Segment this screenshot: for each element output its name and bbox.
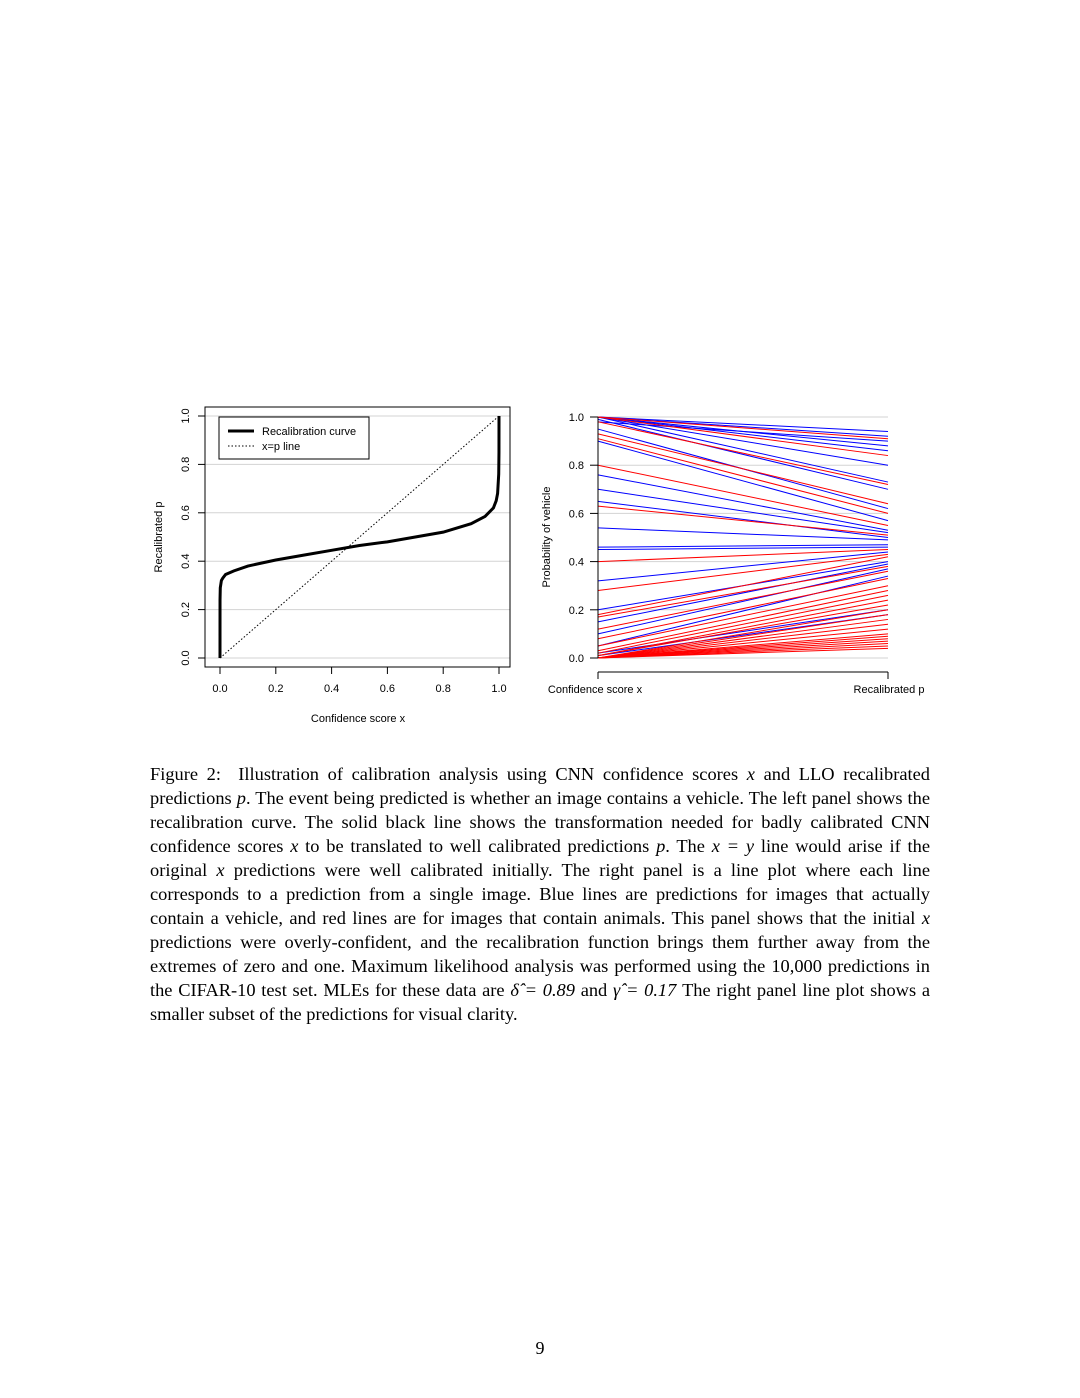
right-x-label-confidence: Confidence score x	[548, 684, 643, 696]
caption-label: Figure 2:	[150, 764, 221, 784]
left-plot-frame	[204, 406, 511, 668]
prediction-line	[597, 416, 889, 457]
prediction-line	[597, 623, 889, 659]
right-y-tick-label: 0.0	[569, 653, 584, 665]
prediction-line	[597, 488, 889, 534]
prediction-line	[597, 438, 889, 514]
left-y-axis-label: Recalibrated p	[153, 502, 165, 573]
prediction-line	[597, 464, 889, 526]
left-x-tick-label: 0.4	[324, 683, 339, 695]
left-y-tick-label: 0.0	[180, 650, 192, 665]
prediction-line	[597, 416, 889, 483]
prediction-line	[597, 505, 889, 536]
legend-entry-recalibration: Recalibration curve	[262, 426, 356, 438]
right-y-tick-label: 0.4	[569, 557, 584, 569]
prediction-line	[597, 421, 889, 485]
left-x-tick-label: 0.8	[436, 683, 451, 695]
right-y-tick-label: 0.2	[569, 605, 584, 617]
left-y-tick-label: 0.4	[180, 554, 192, 569]
prediction-line	[597, 556, 889, 616]
prediction-line	[597, 647, 889, 659]
prediction-line	[597, 474, 889, 531]
left-y-tick-label: 0.8	[180, 457, 192, 472]
legend-box	[218, 416, 370, 460]
prediction-line	[597, 418, 889, 490]
prediction-line	[597, 599, 889, 657]
prediction-line	[597, 585, 889, 647]
left-x-tick-label: 1.0	[491, 683, 506, 695]
prediction-line	[597, 609, 889, 659]
prediction-line	[597, 549, 889, 563]
left-y-tick-label: 0.6	[180, 505, 192, 520]
prediction-line	[597, 553, 889, 592]
recalibration-curve-line	[218, 415, 501, 659]
left-grid	[205, 415, 510, 659]
prediction-line	[597, 421, 889, 442]
left-x-tick-label: 0.2	[268, 683, 283, 695]
prediction-line	[597, 527, 889, 541]
prediction-line	[597, 416, 889, 452]
left-x-axis: 0.0 0.2 0.4 0.6 0.8 1.0	[212, 667, 507, 695]
prediction-line	[597, 570, 889, 630]
right-y-axis: 0.0 0.2 0.4 0.6 0.8 1.0	[569, 412, 599, 665]
right-y-axis-label: Probability of vehicle	[541, 487, 553, 588]
prediction-line	[597, 544, 889, 548]
prediction-line	[597, 577, 889, 640]
right-y-tick-label: 0.6	[569, 508, 584, 520]
prediction-line	[597, 500, 889, 538]
prediction-line	[597, 568, 889, 635]
probability-line-plot: 0.0 0.2 0.4 0.6 0.8 1.0 Confidence score x Re…	[541, 412, 925, 696]
left-x-tick-label: 0.6	[380, 683, 395, 695]
left-y-axis: 0.0 0.2 0.4 0.6 0.8 1.0	[180, 408, 205, 666]
recalibration-curve-chart: 0.0 0.2 0.4 0.6 0.8 1.0 0.0 0.2 0.4 0.6 0.8 1.0 Co…	[153, 406, 511, 725]
prediction-line	[597, 604, 889, 657]
prediction-line	[597, 628, 889, 659]
legend-entry-identity: x=p line	[262, 441, 300, 453]
left-x-axis-label: Confidence score x	[311, 713, 406, 725]
prediction-line	[597, 594, 889, 654]
left-x-tick-label: 0.0	[212, 683, 227, 695]
prediction-line	[597, 618, 889, 659]
right-grid	[598, 416, 888, 659]
prediction-line	[597, 433, 889, 505]
left-legend: Recalibration curve x=p line	[218, 416, 370, 460]
page-number: 9	[535, 1338, 545, 1358]
caption-text: Illustration of calibration analysis usi…	[150, 764, 931, 1024]
prediction-line	[597, 546, 889, 551]
left-y-tick-label: 1.0	[180, 408, 192, 423]
prediction-line	[597, 575, 889, 647]
prediction-line	[597, 565, 889, 618]
prediction-line	[597, 614, 889, 659]
right-x-axis: Confidence score x Recalibrated p	[548, 671, 925, 696]
prediction-lines	[597, 416, 889, 659]
figure-caption: Figure 2: Illustration of calibration an…	[150, 762, 930, 1026]
prediction-line	[597, 551, 889, 582]
prediction-line	[597, 416, 889, 432]
prediction-line	[597, 416, 889, 440]
right-y-tick-label: 0.8	[569, 460, 584, 472]
right-y-tick-label: 1.0	[569, 412, 584, 424]
prediction-line	[597, 563, 889, 623]
right-x-label-recalibrated: Recalibrated p	[854, 684, 925, 696]
prediction-line	[597, 590, 889, 652]
left-y-tick-label: 0.2	[180, 602, 192, 617]
prediction-line	[597, 440, 889, 522]
